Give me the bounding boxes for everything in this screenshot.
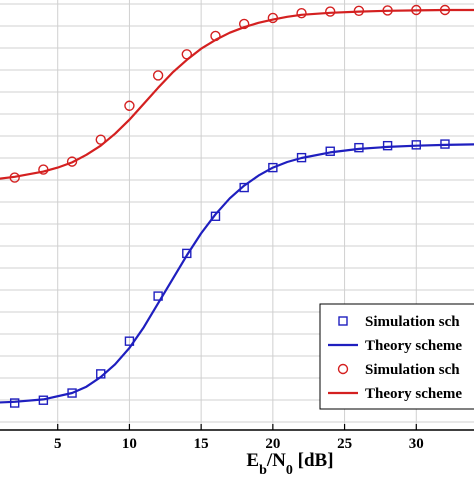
x-label-sub-0: 0 xyxy=(286,463,293,475)
series-line-1 xyxy=(0,143,474,404)
marker-circle-2-5 xyxy=(152,70,164,81)
axes: 5 10 15 20 25 30 xyxy=(0,424,474,452)
x-label-sub-b: b xyxy=(259,463,267,475)
marker-circle-2-2 xyxy=(66,156,78,167)
marker-square-0-9 xyxy=(268,162,278,173)
x-tick-label-2: 15 xyxy=(194,436,209,452)
marker-circle-2-10 xyxy=(296,7,307,19)
x-tick-label-5: 30 xyxy=(409,436,424,452)
legend-square-0 xyxy=(338,316,348,326)
x-label-slash-n: /N xyxy=(266,450,286,471)
x-label-unit: [dB] xyxy=(293,450,334,471)
legend-box xyxy=(319,303,474,410)
legend-circle-2 xyxy=(337,363,349,375)
marker-square-0-7 xyxy=(210,211,221,221)
legend-label-0: Simulation sch xyxy=(365,314,460,330)
series-line-3 xyxy=(0,8,474,180)
marker-circle-2-4 xyxy=(124,100,135,111)
marker-circle-2-8 xyxy=(238,18,250,30)
marker-circle-2-3 xyxy=(95,134,106,145)
x-tick-label-0: 5 xyxy=(54,436,62,452)
x-tick-label-3: 20 xyxy=(265,436,280,452)
legend-label-3: Theory scheme xyxy=(365,386,462,402)
x-tick-label-4: 25 xyxy=(337,436,352,452)
legend-label-1: Theory scheme xyxy=(365,338,462,354)
x-tick-label-1: 10 xyxy=(122,436,137,452)
marker-square-0-8 xyxy=(239,182,249,193)
legend: Simulation sch Theory scheme Simulation sc… xyxy=(319,303,474,410)
plot-series xyxy=(0,4,474,408)
x-axis-label: Eb/N0 [dB] xyxy=(246,450,333,474)
legend-label-2: Simulation sch xyxy=(365,362,460,378)
grid-lines xyxy=(0,0,474,430)
x-label-e: E xyxy=(246,450,259,471)
